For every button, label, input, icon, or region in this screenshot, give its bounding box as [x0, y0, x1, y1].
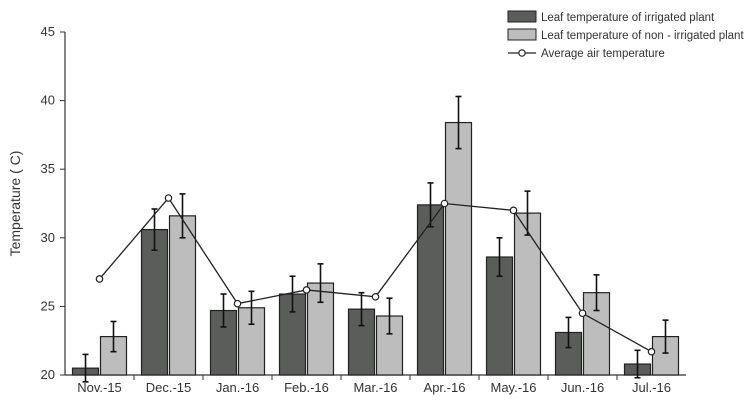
- air-temperature-point: [647, 347, 656, 356]
- y-tick-label: 25: [41, 298, 55, 313]
- non-irrigated-bar: [99, 335, 128, 376]
- x-tick-label: Apr.-16: [424, 380, 466, 395]
- y-tick-label: 20: [41, 367, 55, 382]
- x-tick-label: Dec.-15: [146, 380, 192, 395]
- x-tick-label: Mar.-16: [353, 380, 397, 395]
- y-axis-ticks: 20 25 30 35 40 45: [41, 24, 65, 382]
- air-temperature-point: [440, 199, 449, 208]
- air-temperature-point: [95, 275, 104, 283]
- air-temperature-point: [578, 309, 587, 318]
- irrigated-bar: [485, 256, 514, 376]
- error-bars: [82, 95, 669, 383]
- legend-marker-air: [518, 49, 526, 57]
- x-axis-ticks: Nov.-15 Dec.-15 Jan.-16 Feb.-16 Mar.-16 Apr.-…: [77, 375, 671, 395]
- y-axis-title: Temperature ( C): [7, 151, 23, 257]
- x-tick-label: Jan.-16: [216, 380, 259, 395]
- irrigated-bar: [278, 293, 307, 376]
- non-irrigated-bar: [444, 121, 473, 376]
- legend-label: Leaf temperature of non - irrigated plan…: [541, 30, 744, 42]
- y-tick-label: 40: [41, 93, 55, 108]
- x-tick-label: Nov.-15: [77, 380, 122, 395]
- legend-label: Average air temperature: [541, 48, 665, 60]
- y-tick-label: 35: [41, 161, 55, 176]
- air-temperature-point: [164, 194, 173, 202]
- x-tick-label: Jun.-16: [561, 380, 604, 395]
- non-irrigated-bar: [513, 212, 542, 376]
- y-tick-label: 30: [41, 230, 55, 245]
- x-tick-label: Jul.-16: [632, 380, 671, 395]
- bars: [71, 121, 680, 376]
- irrigated-bar: [416, 204, 445, 376]
- air-temperature-point: [233, 299, 242, 308]
- legend-label: Leaf temperature of irrigated plant: [541, 12, 715, 24]
- axes: [64, 32, 686, 376]
- legend: Leaf temperature of irrigated plant Leaf …: [507, 10, 744, 60]
- air-temperature-point: [371, 292, 380, 301]
- non-irrigated-bar: [168, 215, 197, 376]
- y-tick-label: 45: [41, 24, 55, 39]
- irrigated-bar: [140, 228, 169, 376]
- air-temperature-line: [95, 194, 656, 356]
- legend-swatch-non-irrigated: [507, 28, 537, 41]
- x-tick-label: May.-16: [491, 380, 537, 395]
- x-tick-label: Feb.-16: [284, 380, 329, 395]
- air-temperature-point: [509, 206, 518, 215]
- legend-swatch-irrigated: [507, 10, 537, 23]
- air-temperature-point: [302, 286, 311, 294]
- non-irrigated-bar: [237, 307, 266, 376]
